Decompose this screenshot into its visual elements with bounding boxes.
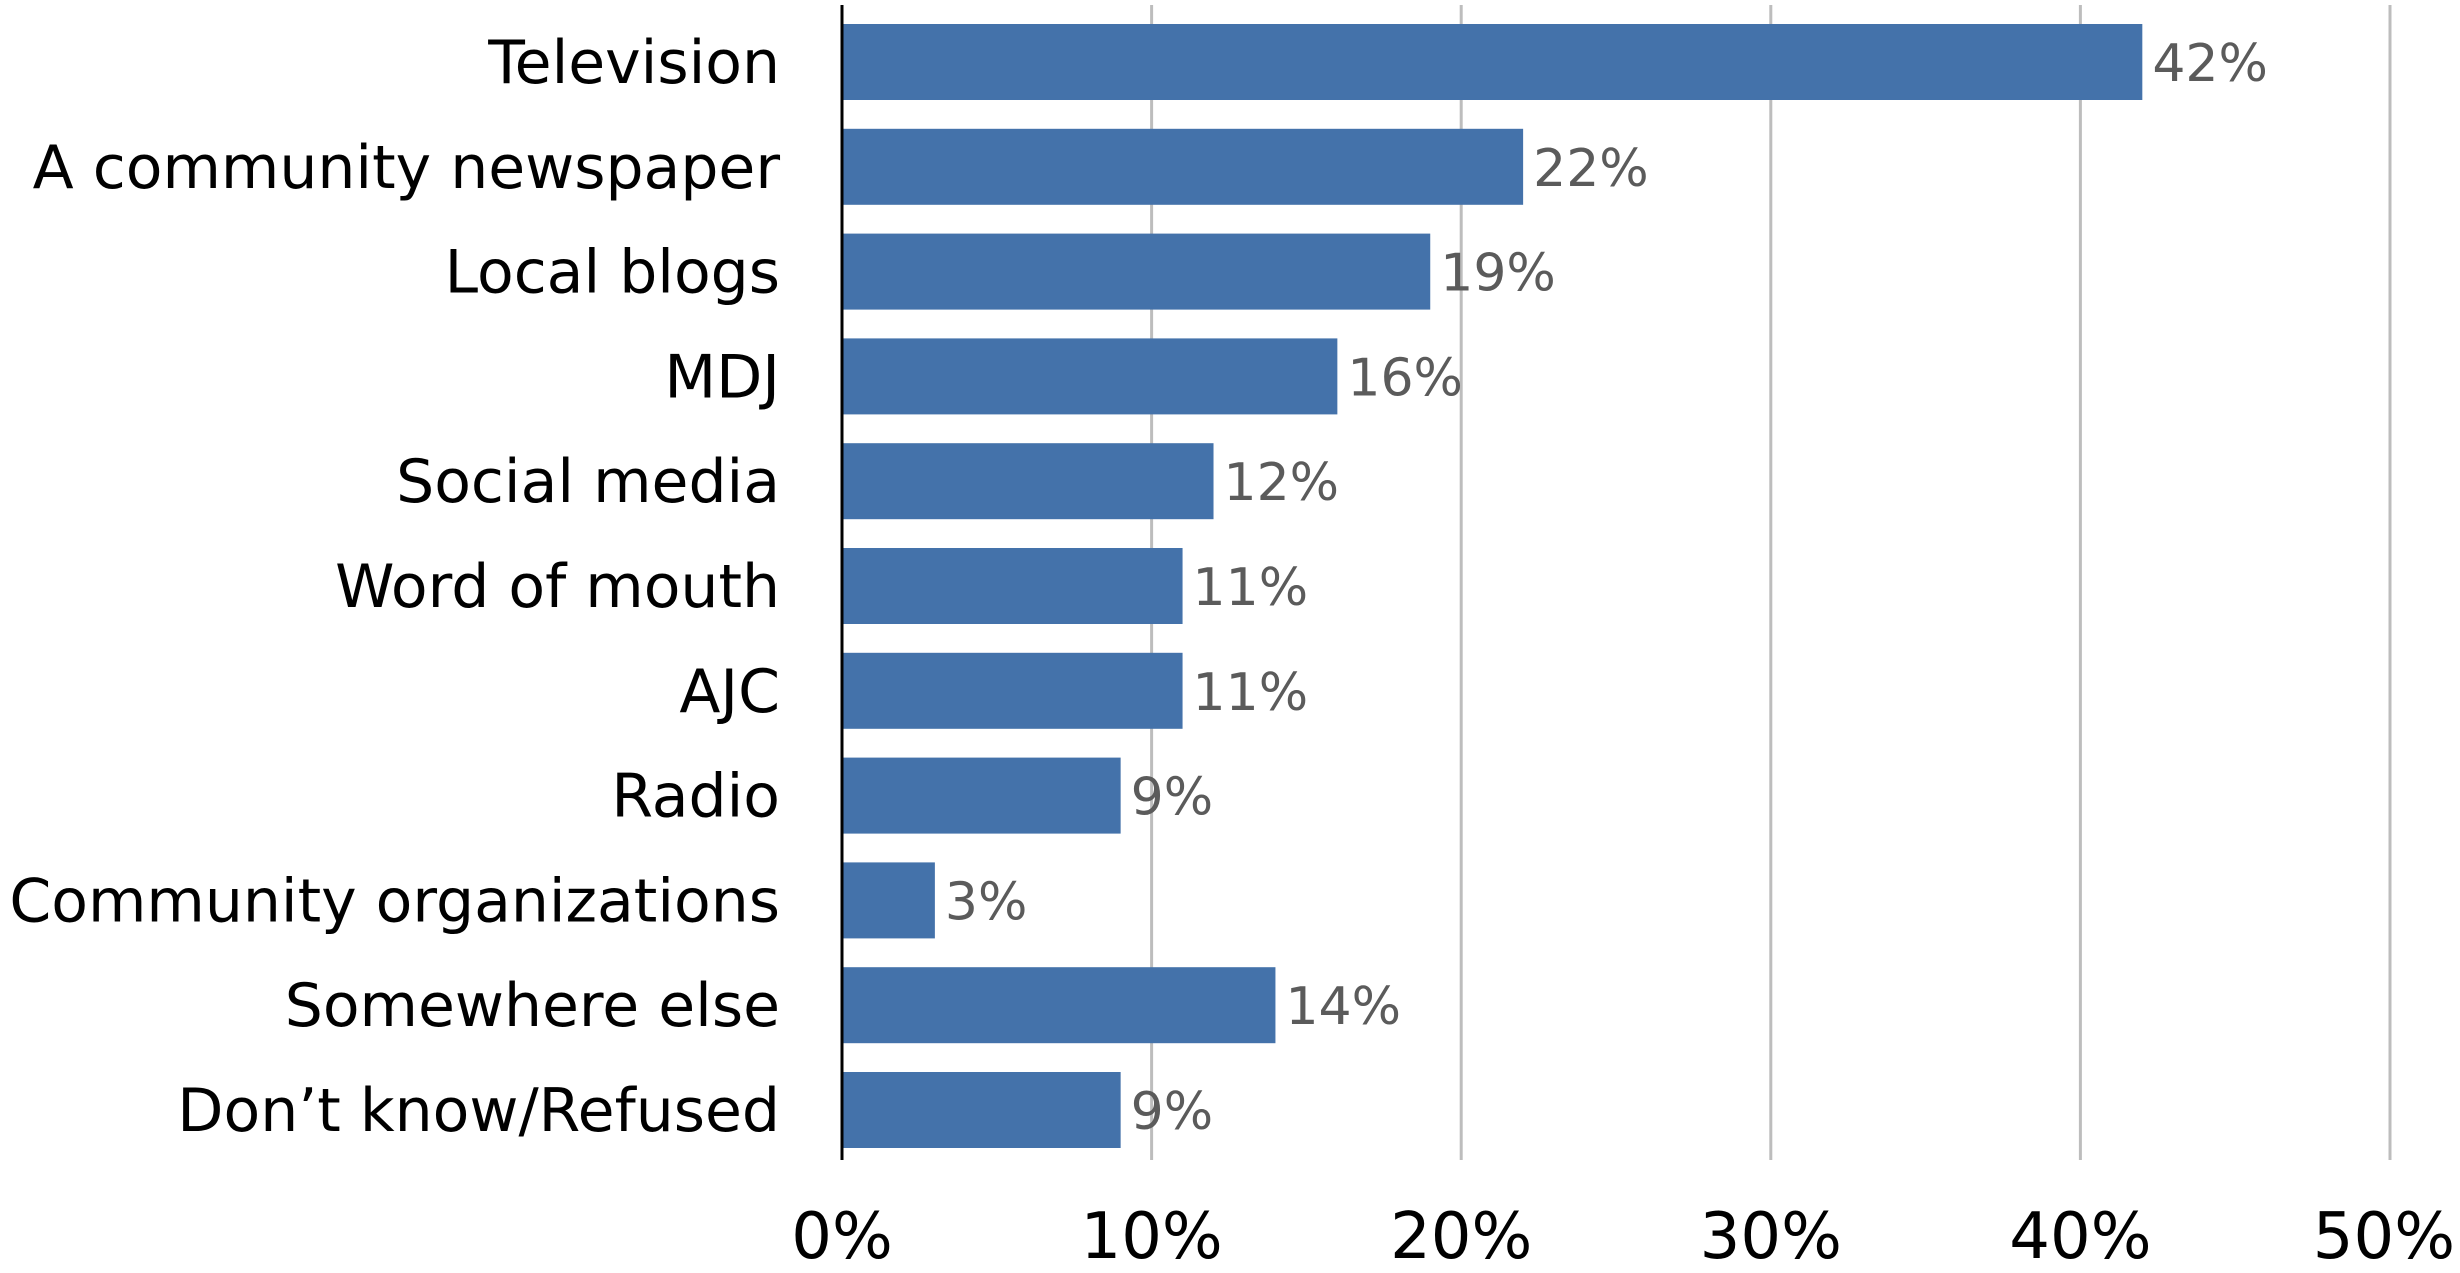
bar [842,1072,1121,1148]
bar [842,443,1214,520]
category-label: AJC [679,657,780,727]
category-label: Don’t know/Refused [177,1076,780,1146]
bar [842,757,1121,834]
data-label: 19% [1440,244,1556,304]
x-tick-label: 30% [1700,1200,1842,1273]
data-label: 11% [1193,558,1309,618]
bars [842,24,2143,1148]
data-label: 14% [1285,977,1401,1037]
category-label: Social media [396,447,780,517]
data-label: 11% [1193,663,1309,723]
bar [842,548,1183,624]
bar [842,24,2143,100]
category-label: Radio [611,762,780,832]
bar [842,128,1524,205]
x-tick-label: 50% [2313,1200,2455,1273]
category-label: Word of mouth [335,552,780,622]
category-label: Somewhere else [285,971,780,1041]
labels: 0% 10% 20% 30% 40% 50% Television 42% A communit… [9,28,2455,1273]
x-tick-label: 0% [791,1200,893,1273]
x-tick-label: 40% [2009,1200,2151,1273]
bar [842,862,935,939]
data-label: 9% [1131,768,1214,828]
data-label: 12% [1224,453,1340,513]
data-label: 9% [1131,1082,1214,1142]
data-label: 42% [2152,34,2268,94]
category-label: A community newspaper [33,133,781,203]
data-label: 16% [1347,348,1463,408]
data-label: 22% [1533,139,1649,199]
x-tick-label: 20% [1390,1200,1532,1273]
category-label: Local blogs [445,238,780,308]
category-label: Community organizations [9,866,780,936]
data-label: 3% [945,872,1028,932]
bar [842,338,1338,415]
category-label: Television [487,28,780,98]
bar [842,233,1431,310]
category-label: MDJ [664,342,780,412]
bar [842,967,1276,1044]
bar [842,652,1183,729]
x-tick-label: 10% [1080,1200,1222,1273]
